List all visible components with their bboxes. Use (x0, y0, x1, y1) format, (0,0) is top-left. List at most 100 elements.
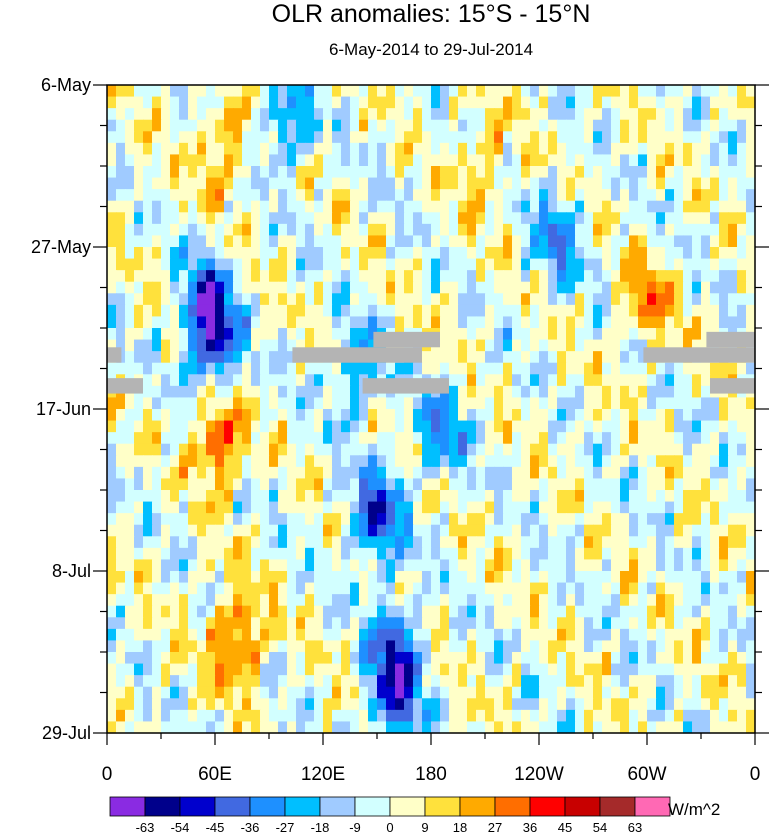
heatmap-cell (584, 721, 594, 734)
heatmap-cell (674, 640, 684, 653)
heatmap-cell (656, 501, 666, 514)
heatmap-cell (395, 316, 405, 329)
heatmap-cell (728, 108, 738, 121)
heatmap-cell (278, 594, 288, 607)
heatmap-cell (404, 270, 414, 283)
heatmap-cell (449, 501, 459, 514)
heatmap-cell (557, 293, 567, 306)
heatmap-cell (629, 270, 639, 283)
heatmap-cell (557, 594, 567, 607)
heatmap-cell (638, 166, 648, 179)
heatmap-cell (143, 455, 153, 468)
heatmap-cell (602, 640, 612, 653)
heatmap-cell (665, 385, 675, 399)
heatmap-cell (575, 212, 585, 225)
heatmap-cell (116, 154, 126, 167)
heatmap-cell (602, 281, 612, 294)
heatmap-cell (251, 154, 261, 167)
heatmap-cell (143, 675, 153, 688)
heatmap-cell (296, 594, 306, 607)
heatmap-cell (629, 304, 639, 318)
heatmap-cell (233, 339, 243, 352)
heatmap-cell (719, 235, 729, 248)
heatmap-cell (125, 420, 135, 433)
heatmap-cell (521, 698, 531, 711)
heatmap-cell (377, 177, 387, 190)
heatmap-cell (278, 189, 288, 202)
heatmap-cell (395, 559, 405, 572)
heatmap-cell (197, 281, 207, 294)
heatmap-cell (638, 304, 648, 318)
heatmap-cell (620, 571, 630, 584)
heatmap-cell (170, 536, 180, 549)
heatmap-cell (296, 85, 306, 98)
heatmap-cell (458, 142, 468, 156)
heatmap-cell (683, 432, 693, 445)
heatmap-cell (377, 605, 387, 618)
heatmap-cell (260, 154, 270, 167)
heatmap-cell (665, 455, 675, 468)
heatmap-cell (125, 443, 135, 456)
heatmap-cell (107, 547, 117, 561)
heatmap-cell (476, 96, 486, 109)
heatmap-cell (728, 96, 738, 109)
heatmap-cell (611, 131, 621, 144)
heatmap-cell (287, 513, 297, 526)
heatmap-cell (710, 559, 720, 572)
heatmap-cell (665, 85, 675, 98)
heatmap-cell (494, 559, 504, 572)
heatmap-cell (107, 675, 117, 688)
heatmap-cell (125, 235, 135, 248)
heatmap-cell (737, 663, 747, 676)
heatmap-cell (467, 721, 477, 734)
heatmap-cell (260, 478, 270, 491)
heatmap-cell (503, 258, 513, 271)
heatmap-cell (143, 524, 153, 537)
heatmap-cell (215, 119, 225, 132)
heatmap-cell (620, 409, 630, 422)
heatmap-cell (494, 119, 504, 132)
heatmap-cell (566, 397, 576, 410)
heatmap-cell (170, 582, 180, 595)
heatmap-cell (197, 663, 207, 676)
heatmap-cell (602, 420, 612, 433)
heatmap-cell (395, 628, 405, 642)
heatmap-cell (701, 316, 711, 329)
heatmap-cell (413, 501, 423, 514)
heatmap-cell (719, 420, 729, 433)
heatmap-cell (377, 362, 387, 375)
heatmap-cell (197, 351, 207, 364)
heatmap-cell (737, 223, 747, 237)
heatmap-cell (323, 640, 333, 653)
heatmap-cell (566, 119, 576, 132)
heatmap-cell (638, 547, 648, 561)
heatmap-cell (368, 316, 378, 329)
heatmap-cell (710, 686, 720, 699)
heatmap-cell (593, 420, 603, 433)
heatmap-cell (341, 131, 351, 144)
heatmap-cell (584, 108, 594, 121)
heatmap-cell (485, 351, 495, 364)
heatmap-cell (584, 466, 594, 480)
heatmap-cell (512, 490, 522, 503)
heatmap-cell (242, 513, 252, 526)
heatmap-cell (134, 420, 144, 433)
heatmap-cell (251, 559, 261, 572)
heatmap-cell (278, 466, 288, 480)
heatmap-cell (215, 385, 225, 399)
heatmap-cell (521, 258, 531, 271)
heatmap-cell (413, 617, 423, 630)
heatmap-cell (611, 108, 621, 121)
heatmap-cell (575, 85, 585, 98)
heatmap-cell (746, 223, 756, 237)
heatmap-cell (737, 189, 747, 202)
heatmap-cell (629, 351, 639, 364)
heatmap-cell (548, 513, 558, 526)
heatmap-cell (170, 420, 180, 433)
heatmap-cell (359, 131, 369, 144)
heatmap-cell (485, 119, 495, 132)
heatmap-cell (737, 709, 747, 723)
heatmap-cell (251, 686, 261, 699)
heatmap-cell (683, 177, 693, 190)
heatmap-cell (359, 490, 369, 503)
